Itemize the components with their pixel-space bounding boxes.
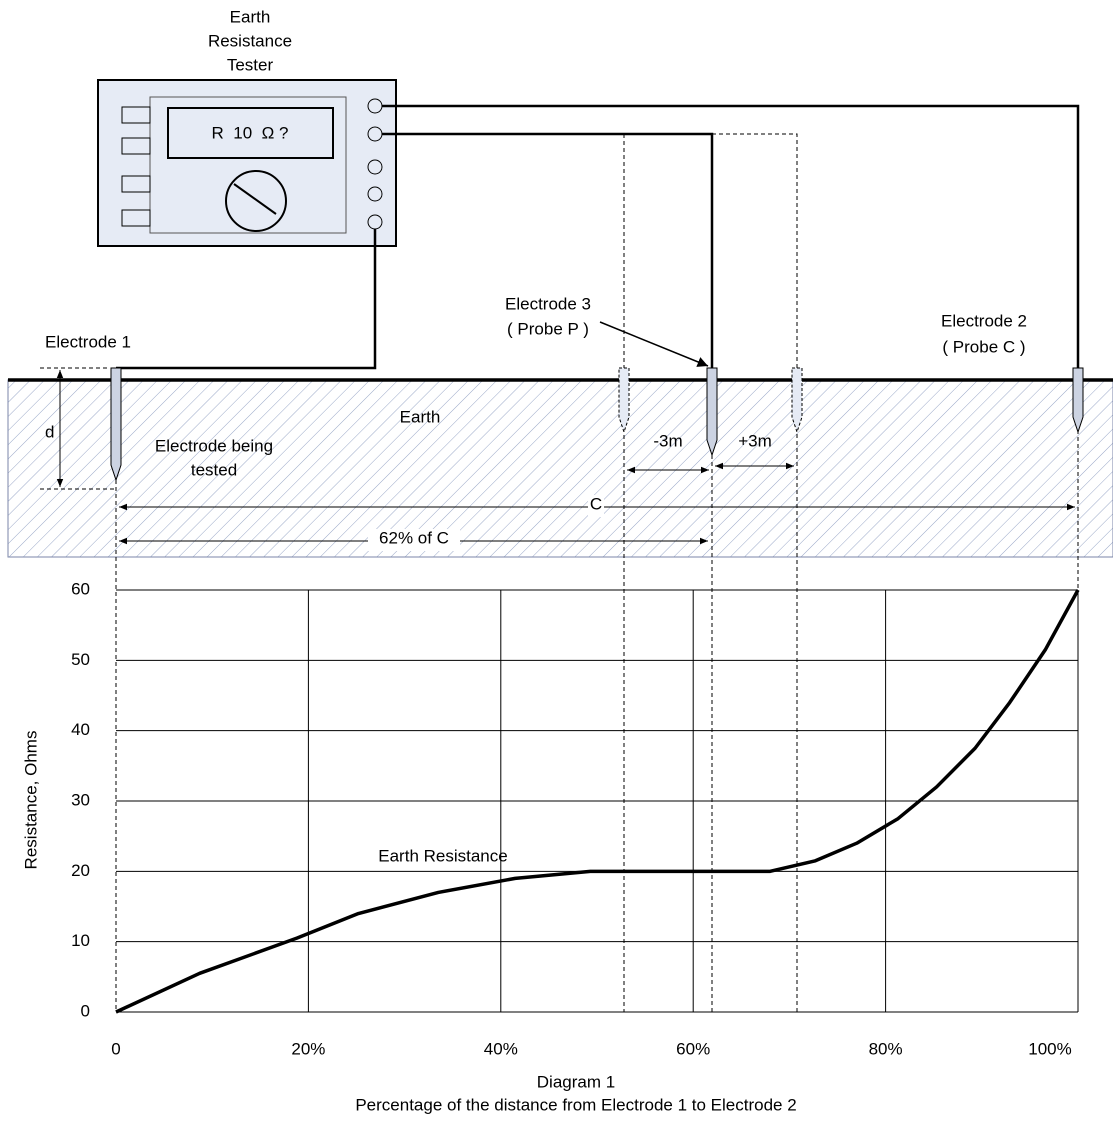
electrode-label: ( Probe C ) (942, 337, 1025, 356)
x-tick-label: 80% (869, 1039, 903, 1058)
depth-guide (40, 367, 116, 490)
dimension-label: C (590, 494, 602, 513)
electrode (1072, 367, 1084, 434)
electrode-label: Electrode 1 (45, 332, 131, 351)
dimension-label: -3m (653, 431, 682, 450)
electrode (706, 367, 718, 457)
tester (97, 79, 397, 247)
data-line (115, 589, 1080, 1014)
label-bg (588, 495, 604, 517)
x-tick-label: 100% (1028, 1039, 1071, 1058)
earth-label: Earth (400, 407, 441, 426)
tester-label: Earth (230, 7, 271, 26)
wire (116, 229, 377, 370)
y-tick-label: 30 (71, 790, 90, 809)
x-tick-label: 60% (676, 1039, 710, 1058)
electrode-alt (791, 367, 803, 434)
electrode-label: Electrode 3 (505, 294, 591, 313)
electrode-label: ( Probe P ) (507, 319, 589, 338)
y-tick-label: 20 (71, 861, 90, 880)
electrode (110, 367, 122, 482)
y-tick-label: 10 (71, 931, 90, 950)
earth (7, 379, 1113, 558)
pointer-arrow (599, 321, 709, 367)
dimension-label: +3m (738, 431, 772, 450)
y-axis-label: Resistance, Ohms (21, 731, 40, 870)
wire (382, 104, 1080, 368)
y-tick-label: 40 (71, 720, 90, 739)
electrode-label: Electrode 2 (941, 311, 1027, 330)
x-tick-label: 40% (484, 1039, 518, 1058)
tester-display: R 10 Ω ? (212, 123, 289, 142)
tested-label: tested (191, 460, 237, 479)
caption: Diagram 1 (537, 1072, 615, 1091)
x-axis-label: Percentage of the distance from Electrod… (355, 1095, 796, 1114)
x-tick-label: 0 (111, 1039, 120, 1058)
annotation: Earth Resistance (378, 846, 507, 865)
tested-label: Electrode being (155, 436, 273, 455)
dimension-label: 62% of C (379, 528, 449, 547)
y-tick-label: 0 (81, 1001, 90, 1020)
depth-label: d (45, 422, 54, 441)
x-tick-label: 20% (291, 1039, 325, 1058)
y-tick-label: 60 (71, 579, 90, 598)
tester-label: Tester (227, 55, 274, 74)
y-tick-label: 50 (71, 650, 90, 669)
guide-line (115, 133, 1079, 1012)
tester-label: Resistance (208, 31, 292, 50)
label-bg (368, 529, 460, 551)
electrode-alt (618, 367, 630, 434)
